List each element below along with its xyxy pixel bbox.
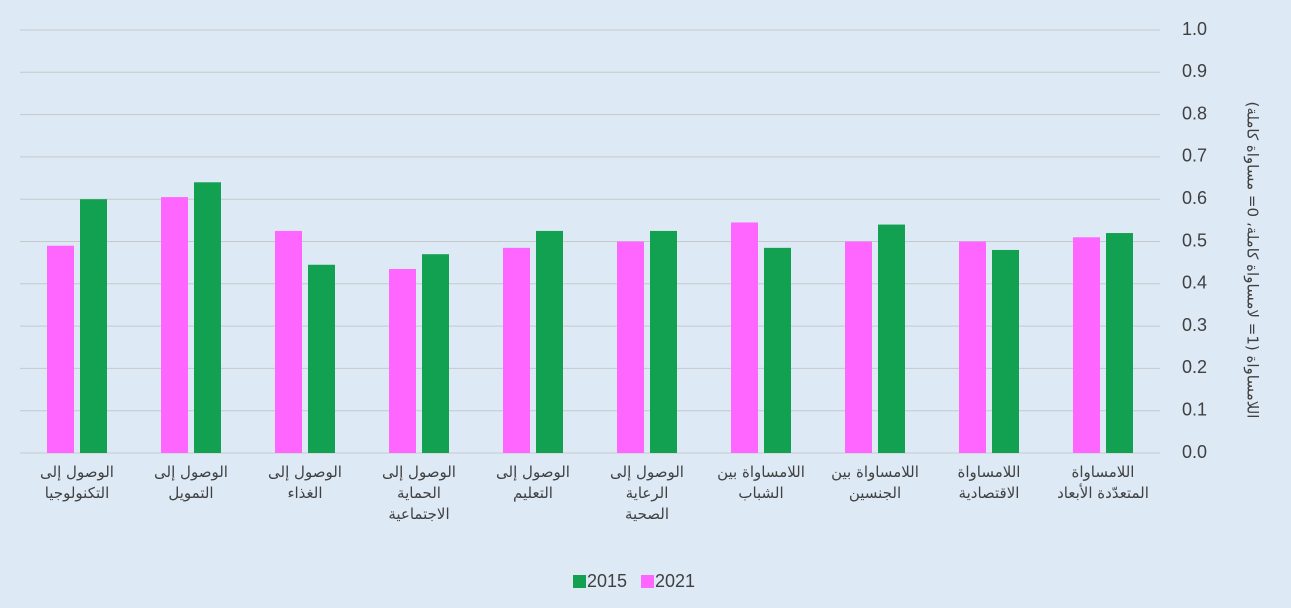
bar <box>161 197 188 453</box>
x-tick-label: الوصول إلى التمويل <box>154 463 228 502</box>
bar <box>731 222 758 453</box>
y-tick-label: 0.4 <box>1182 273 1207 293</box>
bar <box>992 249 1019 453</box>
bar <box>308 264 335 453</box>
y-tick-label: 0.6 <box>1182 188 1207 208</box>
bar <box>764 247 791 453</box>
legend-swatch <box>573 575 586 588</box>
x-tick-label: الوصول إلى الحماية الاجتماعية <box>382 463 456 523</box>
bar <box>1073 237 1100 453</box>
x-tick-label: اللامساواة بين الجنسين <box>831 463 919 502</box>
x-tick-label: اللامساواة الاقتصادية <box>957 463 1021 502</box>
y-tick-label: 0.7 <box>1182 146 1207 166</box>
bar <box>845 241 872 453</box>
y-tick-label: 1.0 <box>1182 19 1207 39</box>
y-tick-label: 0.0 <box>1182 442 1207 462</box>
y-tick-label: 0.5 <box>1182 230 1207 250</box>
bar <box>80 199 107 453</box>
bar <box>536 230 563 453</box>
legend-label: 2021 <box>655 571 695 591</box>
bar <box>650 230 677 453</box>
bar <box>1106 233 1133 453</box>
bar <box>275 230 302 453</box>
bar <box>959 241 986 453</box>
y-tick-label: 0.2 <box>1182 357 1207 377</box>
bar <box>47 245 74 453</box>
bar <box>194 182 221 453</box>
bar <box>617 241 644 453</box>
bar <box>878 224 905 453</box>
x-tick-label: اللامساواة المتعدّدة الأبعاد <box>1057 463 1149 502</box>
y-tick-label: 0.9 <box>1182 61 1207 81</box>
y-tick-label: 0.3 <box>1182 315 1207 335</box>
x-tick-label: اللامساواة بين الشباب <box>717 463 805 502</box>
y-tick-label: 0.8 <box>1182 103 1207 123</box>
y-axis-title: اللامساواة (1= لامساواة كاملة، 0= مساواة… <box>1244 102 1262 419</box>
bar <box>503 247 530 453</box>
legend-label: 2015 <box>587 571 627 591</box>
y-tick-label: 0.1 <box>1182 399 1207 419</box>
bar <box>389 268 416 453</box>
x-tick-label: الوصول إلى الرعاية الصحية <box>610 463 684 523</box>
bar <box>422 254 449 453</box>
x-tick-label: الوصول إلى التعليم <box>496 463 570 502</box>
x-tick-label: الوصول إلى الغذاء <box>268 463 342 502</box>
x-tick-label: الوصول إلى التكنولوجيا <box>40 463 114 502</box>
legend-swatch <box>641 575 654 588</box>
